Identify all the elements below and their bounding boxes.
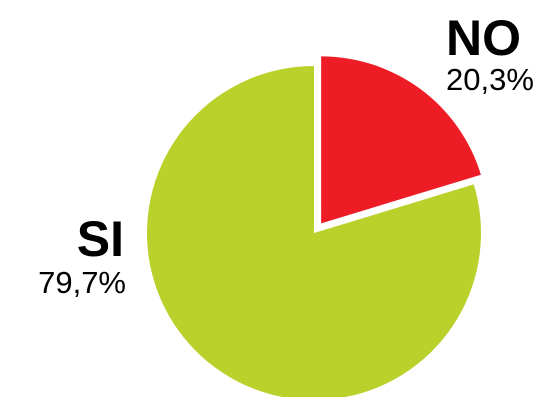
slice-value-no: 20,3% xyxy=(446,62,534,97)
slice-labels: NO 20,3% SI 79,7% xyxy=(38,10,534,300)
pie-slice-si xyxy=(147,66,481,397)
pie-slice-no xyxy=(321,56,481,224)
slice-value-si: 79,7% xyxy=(38,265,126,300)
slice-label-si: SI xyxy=(77,211,124,267)
pie-slices xyxy=(147,56,481,397)
slice-label-no: NO xyxy=(446,10,521,66)
